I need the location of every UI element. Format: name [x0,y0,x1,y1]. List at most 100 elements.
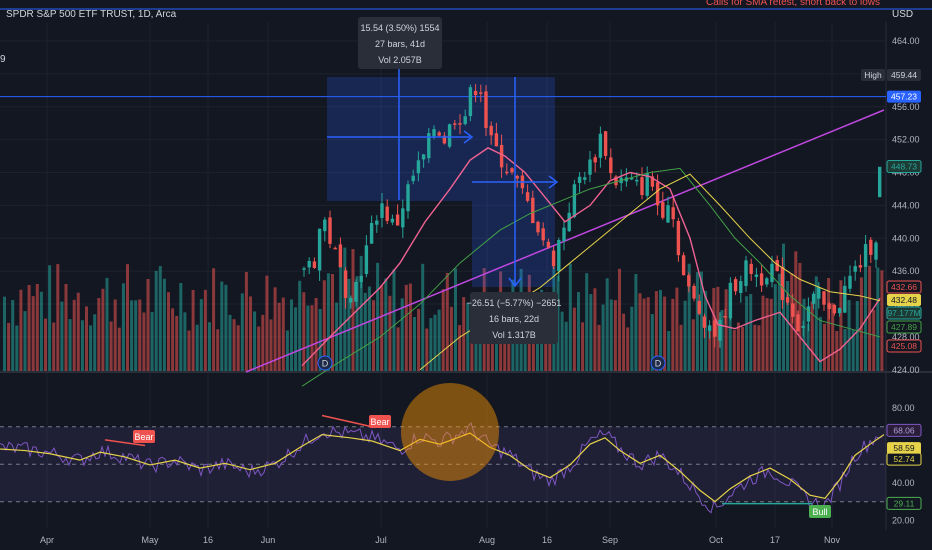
candle-body [463,116,467,124]
y-tick-label: 452.00 [892,135,920,145]
line-value-badge: 457.23 [891,92,917,102]
measure-down-label-bg [470,292,558,344]
candle-body [364,245,369,275]
candle-body [572,184,577,218]
candle-body [661,202,665,218]
volume-bar [281,297,285,371]
volume-bar [626,327,630,371]
candle-body [562,227,566,241]
line-value-badge-bg [887,90,921,103]
x-tick-label: 16 [542,535,552,545]
rsi-pane[interactable]: Bear Bear Bull [0,383,886,518]
candle-body [421,154,426,160]
x-tick-label: May [141,535,159,545]
rsi-ma-line [0,432,885,503]
candle-body [671,207,675,220]
candle-body [874,242,878,260]
volume-bar [753,324,757,371]
volume-bar [855,300,859,371]
high-label: High [864,70,882,80]
volume-bar [44,318,47,371]
low-badge-bg [886,339,922,353]
volume-bar [433,314,437,371]
candle-body [453,123,457,125]
candle-body [401,208,405,228]
volume-bar [847,299,851,371]
drawing-annotations[interactable] [0,77,886,373]
volume-bar [769,298,773,371]
volume-bar [351,248,355,371]
volume-bar [142,312,146,371]
volume-bar [613,300,617,371]
candle-body [380,203,384,218]
volume-bar [175,315,179,371]
candle-body [858,265,863,268]
volume-bar [773,284,777,371]
price-candles[interactable] [302,84,882,348]
measure-down-label-line: Vol 1.317B [492,330,536,340]
candle-body [489,125,493,136]
low-badge: 425.08 [891,341,917,351]
volume-bar [384,278,388,371]
y-tick-label: 428.00 [892,332,920,342]
measure-tools[interactable]: 15.54 (3.50%) 1554 27 bars, 41d Vol 2.057B… [317,17,666,371]
measure-down-box [472,201,555,287]
volume-bar [429,318,433,371]
candle-body [338,244,343,268]
x-tick-label: 17 [770,535,780,545]
candle-body [754,274,759,277]
rsi-bull-badge: 29.11 [894,498,915,508]
volume-bar [232,319,236,371]
x-tick-label: Jul [375,535,387,545]
candle-body [666,205,670,223]
volume-bar [11,299,15,371]
volume-bar [736,322,740,371]
volume-bar [294,307,298,371]
note-text: Calls for SMA retest, short back to lows [706,0,880,8]
volume-bar [56,264,60,371]
candle-body [676,220,681,256]
volume-bar [117,327,121,371]
volume-bar [454,268,457,371]
volume-bar [700,271,703,371]
candle-body [442,135,447,144]
candle-body [541,228,545,241]
candle-body [863,244,868,267]
volume-bar [363,292,367,371]
candle-body [385,206,389,221]
currency-label[interactable]: USD [892,9,913,20]
volume-bar [52,322,56,371]
volume-bar [577,292,580,371]
volume-bar [105,277,109,371]
candle-body [458,123,462,125]
volume-bar [880,270,884,371]
volume-bar [794,251,798,371]
volume-bar [683,300,687,371]
volume-bar [745,296,749,371]
volume-bar [261,314,265,371]
x-tick-label: Oct [709,535,724,545]
volume-bar [396,327,400,371]
volume-bar [650,314,654,371]
volume-bar [839,280,843,371]
volume-bar [818,316,822,371]
volume-bar [458,325,462,371]
volume-bar [630,306,634,371]
volume-bar [126,264,129,371]
candle-body [546,241,551,248]
high-value-badge: 459.44 [891,70,917,80]
candle-body [791,303,795,317]
volume-bar [388,295,392,371]
volume-bar [749,294,753,371]
candle-body [427,133,431,159]
volume-bar [322,280,326,371]
volume-bar [76,292,80,371]
volume-bar [634,273,638,371]
candle-body [416,160,421,174]
volume-bar [687,263,691,371]
candle-body [369,223,374,244]
candle-body [406,184,410,212]
volume-bar [212,268,216,371]
candle-body-last [878,166,882,198]
